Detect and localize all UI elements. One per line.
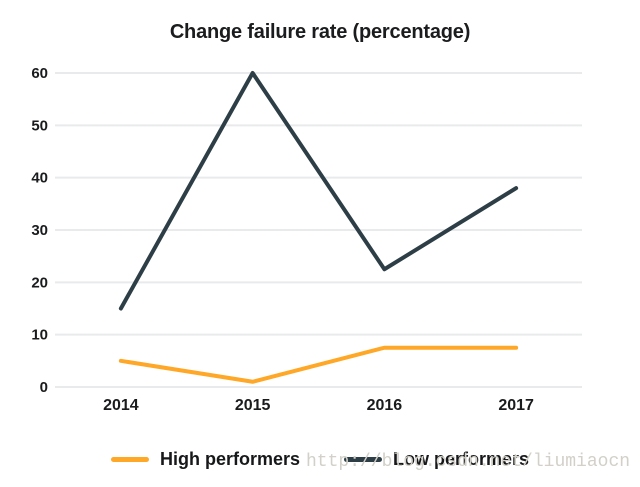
y-tick-label: 60: [31, 65, 48, 82]
x-tick-label: 2017: [498, 397, 534, 414]
y-tick-label: 50: [31, 117, 48, 134]
x-tick-label: 2015: [235, 397, 271, 414]
series-line-high-performers: [118, 345, 519, 384]
legend-swatch-high-performers: [110, 457, 149, 462]
y-tick-label: 30: [31, 222, 48, 239]
x-tick-label: 2016: [367, 397, 403, 414]
legend-swatch-low-performers: [344, 457, 382, 462]
chart-svg: 0 10 20 30 40 50 60 2014 2015 2016 2017: [31, 65, 582, 414]
legend-label-low-performers: Low performers: [393, 449, 530, 469]
y-tick-label: 0: [40, 379, 48, 396]
x-tick-label: 2014: [103, 397, 139, 414]
chart-title: Change failure rate (percentage): [169, 21, 471, 43]
legend-item-low-performers: Low performers: [344, 449, 529, 470]
series-line-low-performers: [118, 71, 519, 311]
y-tick-label: 40: [31, 170, 48, 187]
y-tick-label: 10: [31, 327, 48, 344]
legend-item-high-performers: High performers: [110, 449, 300, 470]
legend-label-high-performers: High performers: [159, 449, 300, 469]
legend: High performers Low performers: [0, 449, 640, 470]
y-tick-label: 20: [31, 274, 48, 291]
